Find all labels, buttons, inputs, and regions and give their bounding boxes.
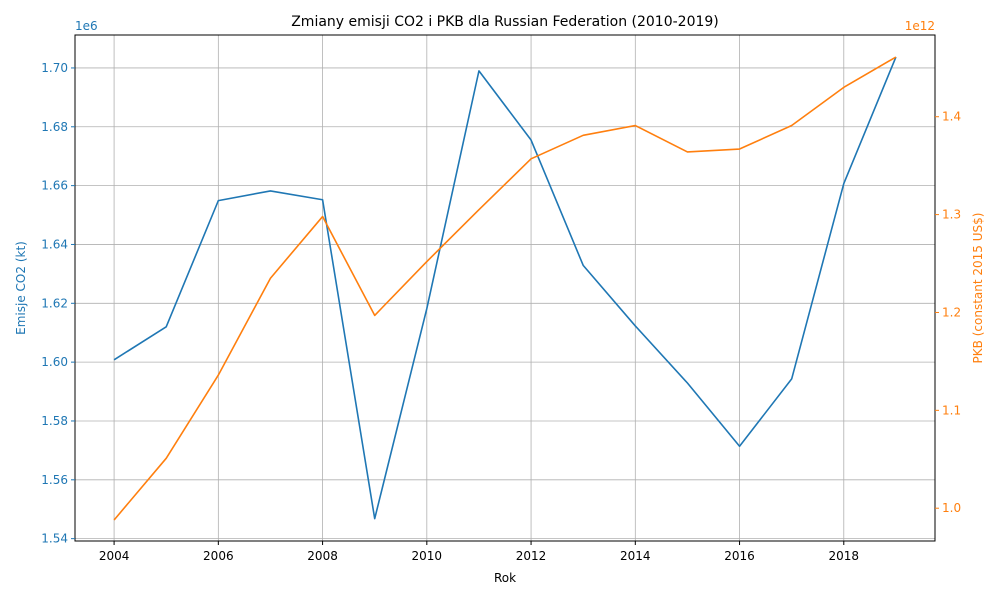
right-y-axis: 1.0 1.1 1.2 1.3 1.4: [935, 110, 961, 515]
grid-lines: [75, 35, 935, 541]
x-tick-label: 2014: [620, 549, 651, 563]
x-tick-label: 2008: [307, 549, 338, 563]
left-y-axis: 1.54 1.56 1.58 1.60 1.62 1.64 1.66 1.68 1.70: [41, 61, 75, 546]
right-tick-label: 1.2: [942, 305, 961, 319]
gdp-line: [113, 56, 897, 521]
left-tick-label: 1.68: [41, 120, 68, 134]
x-axis-label: Rok: [494, 571, 516, 585]
left-tick-label: 1.66: [41, 179, 68, 193]
x-tick-label: 2018: [829, 549, 860, 563]
left-scale-label: 1e6: [75, 19, 98, 33]
right-scale-label: 1e12: [905, 19, 935, 33]
left-tick-label: 1.54: [41, 532, 68, 546]
co2-emissions-line: [113, 56, 897, 520]
left-tick-label: 1.56: [41, 473, 68, 487]
plot-frame: [74, 34, 936, 542]
left-tick-label: 1.70: [41, 61, 68, 75]
right-tick-label: 1.0: [942, 501, 961, 515]
x-tick-label: 2006: [203, 549, 234, 563]
x-tick-label: 2004: [99, 549, 130, 563]
left-tick-label: 1.64: [41, 237, 68, 251]
right-tick-label: 1.1: [942, 403, 961, 417]
x-tick-label: 2016: [724, 549, 755, 563]
x-tick-label: 2012: [516, 549, 547, 563]
right-tick-label: 1.4: [942, 110, 961, 124]
chart-title: Zmiany emisji CO2 i PKB dla Russian Fede…: [291, 14, 719, 30]
series-layer: [113, 56, 897, 521]
x-axis: 2004 2006 2008 2010 2012 2014 2016 2018: [99, 541, 859, 563]
left-y-axis-label: Emisje CO2 (kt): [14, 241, 28, 335]
left-tick-label: 1.62: [41, 296, 68, 310]
left-tick-label: 1.60: [41, 355, 68, 369]
left-tick-label: 1.58: [41, 414, 68, 428]
right-y-axis-label: PKB (constant 2015 US$): [971, 213, 985, 364]
x-tick-label: 2010: [412, 549, 443, 563]
right-tick-label: 1.3: [942, 208, 961, 222]
